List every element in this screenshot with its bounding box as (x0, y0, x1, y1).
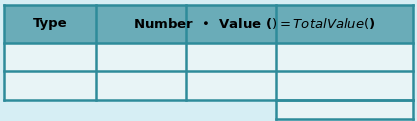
Bar (186, 43, 276, 71)
Bar (4, 5, 413, 43)
Text: Type: Type (33, 17, 68, 30)
Text: Number  •  Value ($)  =   Total Value ($): Number • Value ($) = Total Value ($) (133, 16, 376, 31)
Bar (276, 71, 413, 100)
Bar (4, 43, 96, 71)
Bar (4, 71, 96, 100)
Bar (186, 71, 276, 100)
Bar (276, 43, 413, 71)
Bar (96, 71, 186, 100)
Bar (96, 43, 186, 71)
Bar (276, 100, 413, 119)
